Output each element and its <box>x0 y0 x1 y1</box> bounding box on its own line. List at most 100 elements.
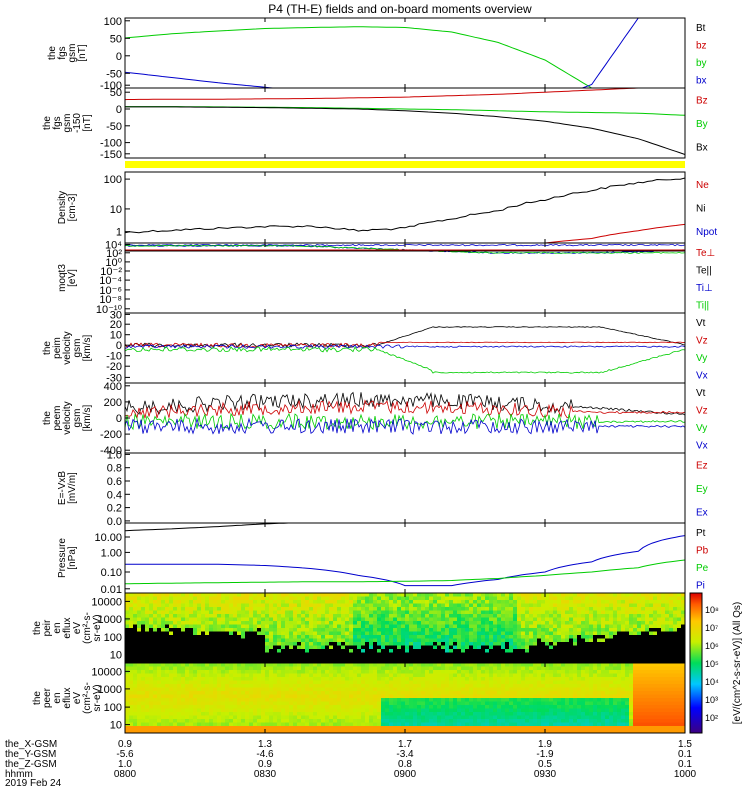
xaxis-value: -1.9 <box>536 749 554 760</box>
series-Density-Ne <box>526 223 685 243</box>
ylabel-fgs-gsm-zoom: -150 <box>72 113 83 133</box>
ylabel-peer-eflux: peer <box>42 687 53 708</box>
legend-temperature-2: Ti⊥ <box>696 283 713 294</box>
spectrogram-peir <box>125 593 686 664</box>
legend-temperature-0: Te⊥ <box>696 248 715 259</box>
ytick-label-peer-eflux: 10 <box>110 720 122 732</box>
ytick-label-efield: 0.0 <box>107 516 122 528</box>
panel-frame-temperature <box>124 242 686 314</box>
ytick-label-temperature: 10⁻¹⁰ <box>96 304 123 316</box>
xaxis-value: 1.9 <box>538 739 552 750</box>
xaxis-row-label: the_Y-GSM <box>5 749 56 760</box>
xaxis-row-label: the_Z-GSM <box>5 759 57 770</box>
ylabel-fgs-gsm: gsm <box>67 44 78 63</box>
panel-frame-peim-velocity <box>124 312 686 384</box>
ytick-label-fgs-gsm-zoom: 0 <box>116 104 122 116</box>
ylabel-peer-eflux: (cm²-s- <box>82 682 93 714</box>
xaxis-value: 0900 <box>394 769 417 780</box>
ylabel-fgs-gsm-zoom: gsm <box>62 114 73 133</box>
ytick-label-efield: 0.6 <box>107 476 122 488</box>
ytick-label-fgs-gsm: 100 <box>104 16 122 28</box>
ylabel-peem-velocity: the <box>42 411 53 425</box>
ylabel-density: [cm-3] <box>67 193 78 221</box>
ytick-label-fgs-gsm-zoom: 50 <box>110 87 122 99</box>
legend-density-1: Ni <box>696 204 705 215</box>
ytick-label-peir-eflux: 100 <box>104 632 122 644</box>
ylabel-peer-eflux: eflux <box>62 687 73 708</box>
ylabel-peim-velocity: velocity <box>62 331 73 364</box>
trace-peem-vx <box>124 417 686 435</box>
xaxis-value: 0.1 <box>678 759 692 770</box>
legend-fgs-gsm-3: bx <box>696 75 707 86</box>
ytick-label-peim-velocity: 20 <box>110 319 122 331</box>
ytick-label-peim-velocity: 10 <box>110 330 122 342</box>
colorbar-label: [eV/(cm^2-s-sr-eV)] (All Qs) <box>732 602 743 724</box>
ylabel-pressure: Pressure <box>57 538 68 578</box>
ytick-label-peem-velocity: 400 <box>104 381 122 393</box>
ytick-label-peim-velocity: 0 <box>116 340 122 352</box>
ytick-label-fgs-gsm-zoom: -100 <box>100 138 122 150</box>
ylabel-peem-velocity: velocity <box>62 401 73 434</box>
xaxis-value: 1.5 <box>678 739 692 750</box>
ylabel-efield: [mV/m] <box>67 472 78 504</box>
xaxis-row-label: hhmm <box>5 769 33 780</box>
panel-frame-efield <box>124 452 686 524</box>
ytick-label-density: 100 <box>104 174 122 186</box>
trace-peim-vx <box>124 344 686 349</box>
ytick-label-peem-velocity: -200 <box>100 429 122 441</box>
ytick-label-peim-velocity: -30 <box>106 372 122 384</box>
ytick-label-pressure: 0.01 <box>101 584 122 596</box>
ytick-label-density: 10 <box>110 204 122 216</box>
ylabel-peir-eflux: peir <box>42 619 53 636</box>
series-Density-Ni <box>125 177 685 234</box>
legend-fgs-gsm-1: bz <box>696 40 707 51</box>
colorbar-tick: 10² <box>705 713 718 723</box>
chart-title: P4 (TH-E) fields and on-board moments ov… <box>268 2 532 16</box>
series-Pressure-Pt <box>125 523 303 532</box>
ytick-label-peem-velocity: -400 <box>100 445 122 457</box>
xaxis-value: 1000 <box>674 769 697 780</box>
panel-frame-fgs-gsm <box>124 17 686 89</box>
ytick-label-pressure: 1.00 <box>101 547 122 559</box>
legend-peem-velocity-0: Vt <box>696 388 706 399</box>
trace-peem-vy <box>124 412 686 431</box>
legend-density-0: Ne <box>696 180 709 191</box>
ylabel-peer-eflux: sr-eV) <box>92 684 103 711</box>
ytick-label-peir-eflux: 10 <box>110 650 122 662</box>
ylabel-peir-eflux: eflux <box>62 617 73 638</box>
legend-fgs-gsm-zoom-2: Bx <box>696 142 708 153</box>
ytick-label-peem-velocity: 200 <box>104 397 122 409</box>
legend-temperature-1: Te|| <box>696 265 712 276</box>
trace-peim-vy <box>124 346 686 374</box>
ytick-label-efield: 0.4 <box>107 489 122 501</box>
ylabel-peer-eflux: eV <box>72 692 83 705</box>
legend-peem-velocity-1: Vz <box>696 405 708 416</box>
legend-peim-velocity-1: Vz <box>696 335 708 346</box>
ylabel-efield: E=-VxB <box>57 471 68 506</box>
legend-fgs-gsm-zoom-0: Bz <box>696 96 708 107</box>
ytick-label-temperature: 10⁰ <box>105 257 122 269</box>
legend-peem-velocity-2: Vy <box>696 423 707 434</box>
legend-peim-velocity-2: Vy <box>696 353 707 364</box>
xaxis-value: 0.9 <box>258 759 272 770</box>
ytick-label-efield: 1.0 <box>107 449 122 461</box>
xaxis-value: 0930 <box>534 769 557 780</box>
colorbar-tick: 10⁶ <box>705 641 719 651</box>
ytick-label-temperature: 10⁻⁴ <box>99 275 122 287</box>
trace-peem-vt <box>124 391 686 416</box>
series-fgs-gsm-bx <box>125 18 640 88</box>
ylabel-peim-velocity: [km/s] <box>82 334 93 361</box>
legend-peim-velocity-3: Vx <box>696 370 708 381</box>
xaxis-date: 2019 Feb 24 <box>5 778 62 789</box>
ylabel-peer-eflux: en <box>52 692 63 703</box>
ytick-label-fgs-gsm: -50 <box>106 68 122 80</box>
ylabel-temperature: moqt3 <box>57 264 68 292</box>
ytick-label-efield: 0.8 <box>107 463 122 475</box>
series-Pressure-Pe <box>125 559 685 585</box>
series-fgs-gsm-zoom--Bx <box>125 106 685 155</box>
ylabel-peer-eflux: the <box>32 691 43 705</box>
colorbar <box>689 592 703 734</box>
legend-peem-velocity-3: Vx <box>696 440 708 451</box>
ylabel-pressure: [nPa] <box>67 546 78 570</box>
